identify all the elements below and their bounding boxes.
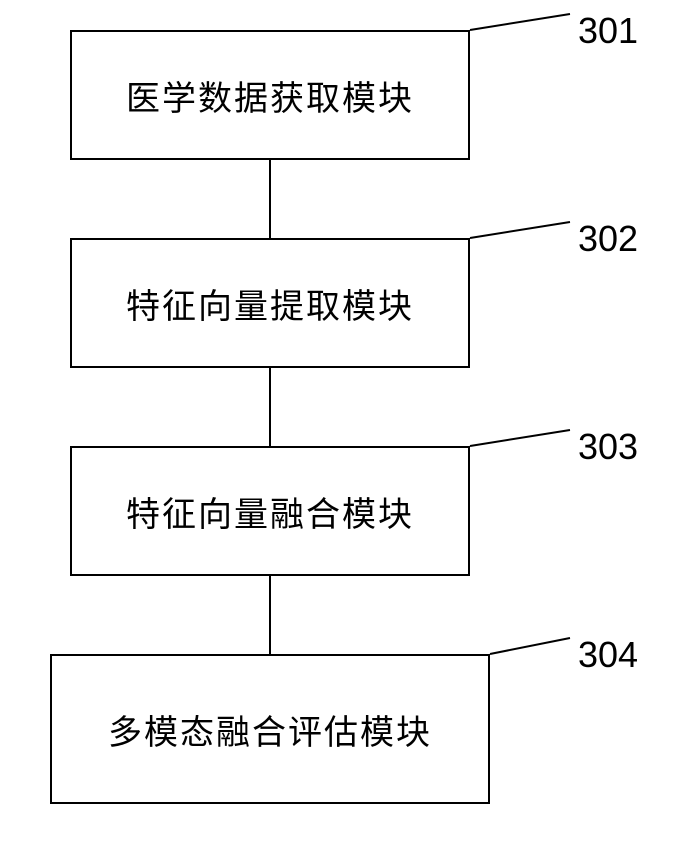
ref-label-302: 302 bbox=[578, 218, 638, 260]
ref-label-303: 303 bbox=[578, 426, 638, 468]
ref-label-301: 301 bbox=[578, 10, 638, 52]
ref-label-304: 304 bbox=[578, 634, 638, 676]
